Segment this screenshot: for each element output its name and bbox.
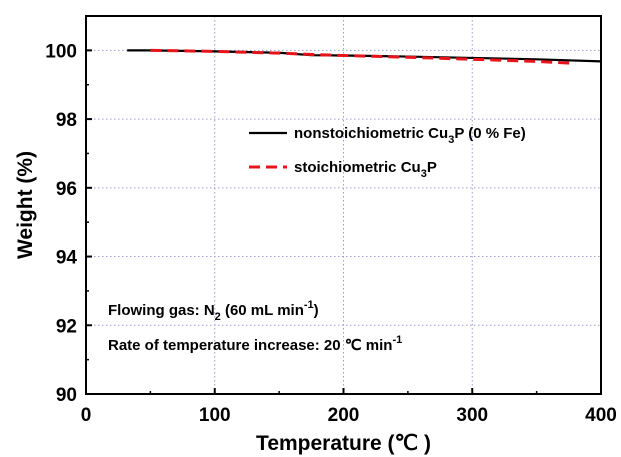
annotation-1: Flowing gas: N2​ (60 mL min-1​) bbox=[108, 299, 319, 323]
x-axis-title: Temperature (℃ ) bbox=[256, 432, 431, 455]
y-tick-label: 96 bbox=[56, 179, 77, 200]
y-axis-title: Weight (%) bbox=[14, 151, 37, 259]
y-tick-label: 94 bbox=[56, 248, 78, 269]
legend-label-2: stoichiometric Cu3​P bbox=[294, 159, 437, 180]
x-tick-label: 300 bbox=[456, 405, 488, 426]
y-tick-label: 100 bbox=[45, 41, 77, 62]
x-tick-label: 0 bbox=[81, 405, 92, 426]
annotation-2: Rate of temperature increase: 20 ℃ min-1… bbox=[108, 334, 402, 354]
y-tick-label: 92 bbox=[56, 316, 77, 337]
legend-label-1: nonstoichiometric Cu3​P (0 % Fe) bbox=[294, 125, 526, 146]
y-tick-label: 98 bbox=[56, 110, 77, 131]
y-tick-label: 90 bbox=[56, 385, 77, 406]
x-tick-label: 400 bbox=[585, 405, 617, 426]
x-tick-label: 200 bbox=[328, 405, 360, 426]
x-tick-label: 100 bbox=[199, 405, 231, 426]
